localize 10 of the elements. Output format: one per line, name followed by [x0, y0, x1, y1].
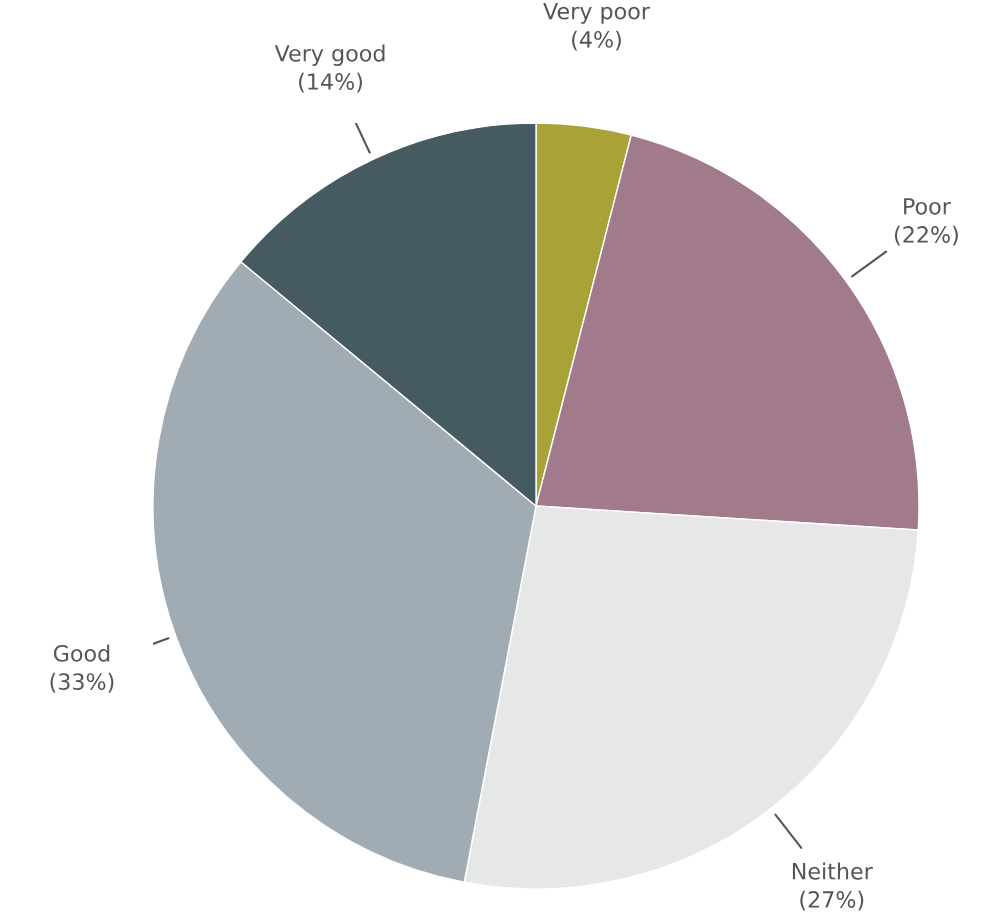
- slice-label: Good: [53, 644, 110, 662]
- data-label: (4%): [572, 30, 621, 51]
- slice-label: Poor: [904, 198, 951, 215]
- slice-label: Very poor: [543, 3, 650, 24]
- slice-label: Neither: [792, 862, 873, 880]
- data-label: (14%): [299, 72, 362, 93]
- data-label: (33%): [50, 672, 114, 693]
- slice-label: Very good: [274, 44, 385, 66]
- data-label: (22%): [894, 225, 958, 246]
- data-label: (27%): [800, 890, 864, 911]
